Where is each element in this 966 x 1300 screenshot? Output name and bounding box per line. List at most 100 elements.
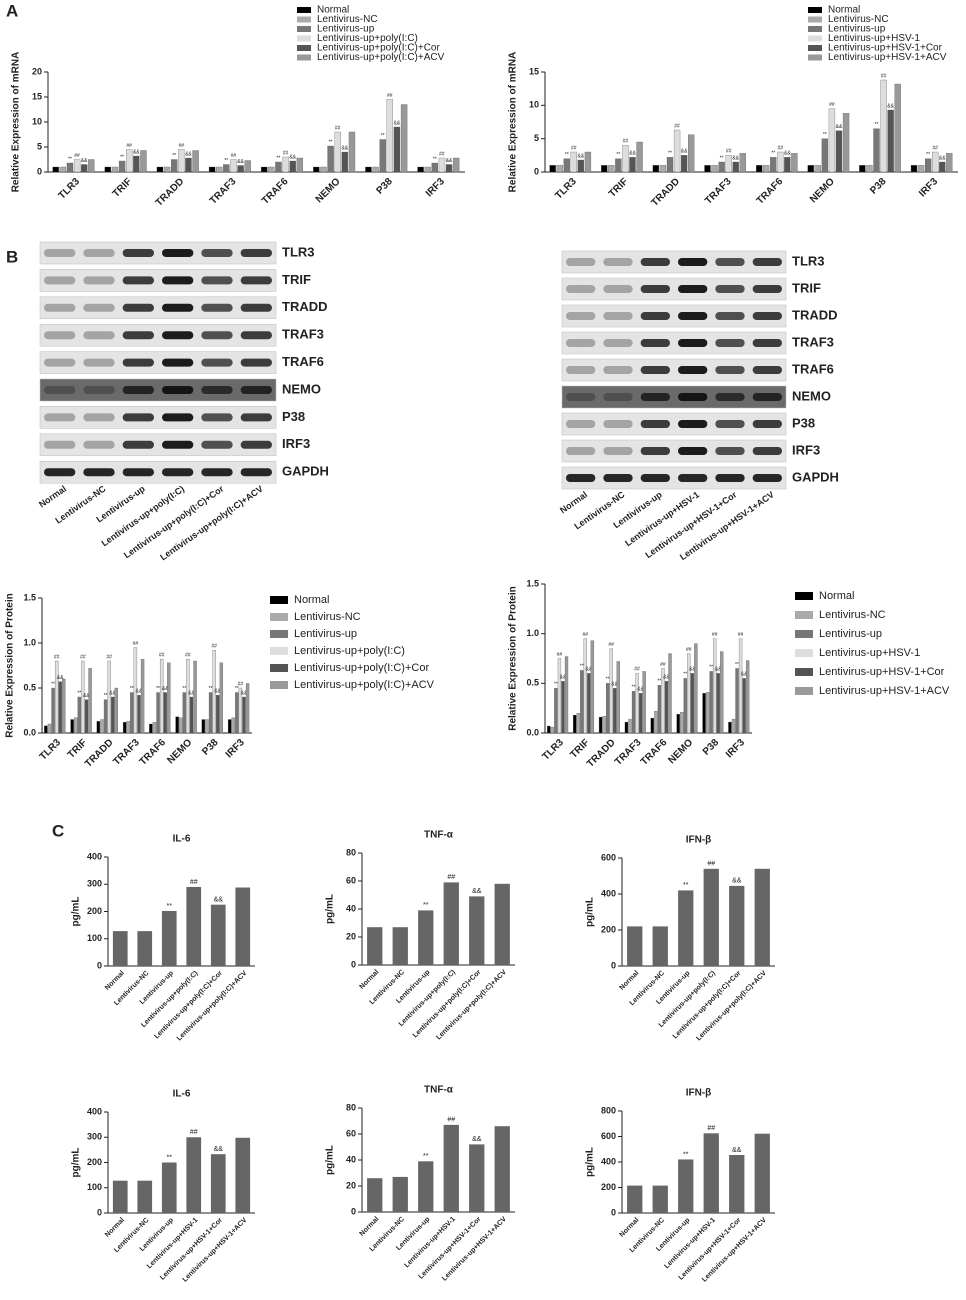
significance-marker: ## <box>674 123 680 129</box>
bar <box>122 722 127 734</box>
significance-marker: ## <box>80 654 86 660</box>
significance-marker: && <box>732 155 739 161</box>
blot-band <box>122 440 154 449</box>
bar <box>835 130 843 173</box>
x-tick-label: TRAF3 <box>613 737 644 768</box>
x-tick-label: P38 <box>701 737 722 758</box>
x-tick-label: TRAF6 <box>260 176 291 207</box>
y-axis-label: Relative Expression of Protein <box>508 586 519 731</box>
bar <box>104 166 112 173</box>
significance-marker: ## <box>557 652 563 658</box>
y-tick-label: 15 <box>529 66 539 76</box>
significance-marker: ** <box>329 139 333 145</box>
bar <box>859 165 866 173</box>
blot-band <box>640 285 670 293</box>
bar <box>894 83 901 173</box>
x-tick-label: IRF3 <box>724 737 747 760</box>
legend-swatch <box>795 649 813 657</box>
blot-band <box>44 468 76 477</box>
blot-band <box>240 386 272 394</box>
bar <box>84 699 89 734</box>
bar <box>70 719 74 734</box>
bar <box>642 671 646 734</box>
blot-band <box>566 312 596 320</box>
bar <box>238 687 243 734</box>
bar <box>186 1137 202 1213</box>
bar <box>137 1180 153 1213</box>
bar <box>564 656 569 734</box>
bar <box>873 128 880 173</box>
legend-swatch <box>270 664 288 672</box>
blot-band <box>83 440 115 449</box>
y-axis-label: pg/mL <box>325 1145 336 1175</box>
y-axis-label: pg/mL <box>71 1148 82 1178</box>
y-tick-label: 20 <box>32 66 42 76</box>
significance-marker: ## <box>777 145 783 151</box>
y-tick-label: 200 <box>601 924 616 934</box>
x-tick-label: TRADD <box>585 737 618 770</box>
legend-swatch <box>270 681 288 689</box>
blot-band <box>678 474 708 482</box>
y-tick-label: 1.5 <box>526 578 539 588</box>
bar <box>703 1133 719 1213</box>
significance-marker: && <box>81 158 88 164</box>
bar <box>424 166 431 173</box>
band-label: TRADD <box>792 307 838 322</box>
significance-marker: && <box>577 153 584 159</box>
legend-swatch <box>270 630 288 638</box>
bar <box>755 165 763 173</box>
blot-band <box>201 303 233 312</box>
significance-marker: && <box>681 149 688 155</box>
blot-band <box>162 331 194 340</box>
legend-label: Lentivirus-up+HSV-1 <box>828 33 920 44</box>
legend-swatch <box>297 16 311 23</box>
blot-band <box>603 474 633 482</box>
bar <box>613 688 617 734</box>
significance-marker: ## <box>726 149 732 155</box>
blot-band <box>44 413 76 422</box>
x-tick-label: TRIF <box>111 176 134 199</box>
bar <box>680 711 684 734</box>
y-tick-label: 200 <box>87 906 102 916</box>
blot-band <box>162 276 194 285</box>
bar <box>711 165 718 173</box>
blot-band <box>566 393 596 401</box>
y-axis-label: pg/mL <box>585 1147 596 1177</box>
significance-marker: ## <box>387 93 393 99</box>
y-tick-label: 1.5 <box>23 592 36 602</box>
significance-marker: ## <box>686 647 692 653</box>
y-axis-label: Relative Expression of Protein <box>5 593 16 738</box>
blot-band <box>162 303 194 312</box>
legend-swatch <box>270 596 288 604</box>
band-label: GAPDH <box>792 469 839 484</box>
blot-band <box>566 474 596 482</box>
bar <box>587 673 591 734</box>
y-tick-label: 300 <box>87 879 102 889</box>
bar <box>661 668 665 734</box>
bar <box>133 647 138 734</box>
y-tick-label: 200 <box>601 1182 616 1192</box>
blot-band <box>603 258 633 266</box>
significance-marker: ## <box>74 153 80 159</box>
blot-strip <box>561 412 787 436</box>
significance-marker: ## <box>335 125 341 131</box>
bar <box>777 151 784 173</box>
band-label: P38 <box>792 415 815 430</box>
blot-band <box>715 366 745 374</box>
bar <box>729 885 745 966</box>
bar <box>703 868 719 966</box>
bar <box>547 725 551 734</box>
y-tick-label: 40 <box>346 1154 356 1164</box>
blot-band <box>44 440 76 449</box>
x-tick-label: TLR3 <box>38 737 64 763</box>
chart-title: IL-6 <box>173 834 191 845</box>
y-tick-label: 20 <box>346 1180 356 1190</box>
blot-band <box>603 285 633 293</box>
bar <box>666 157 674 173</box>
bar <box>156 166 164 173</box>
bar <box>81 660 85 734</box>
bar <box>126 721 130 734</box>
blot-band <box>603 393 633 401</box>
blot-strip <box>39 378 277 402</box>
significance-marker: ## <box>712 632 718 638</box>
